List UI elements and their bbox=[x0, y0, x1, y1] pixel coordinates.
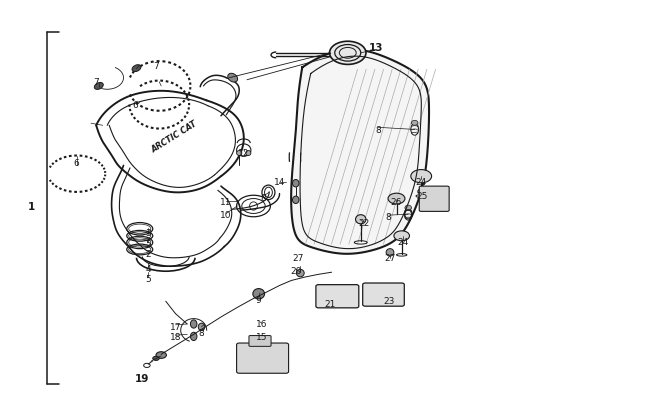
Polygon shape bbox=[291, 50, 429, 254]
FancyBboxPatch shape bbox=[419, 187, 449, 212]
Text: 24: 24 bbox=[397, 237, 409, 246]
Circle shape bbox=[388, 194, 405, 204]
Text: 25: 25 bbox=[417, 192, 428, 201]
Text: 18: 18 bbox=[170, 332, 181, 341]
Text: 10: 10 bbox=[220, 210, 232, 219]
Text: 6: 6 bbox=[74, 159, 79, 168]
Ellipse shape bbox=[296, 270, 304, 277]
Circle shape bbox=[411, 170, 432, 183]
Ellipse shape bbox=[198, 323, 205, 331]
Ellipse shape bbox=[292, 180, 299, 188]
Circle shape bbox=[322, 302, 331, 308]
Text: 24: 24 bbox=[415, 177, 427, 186]
Text: 8: 8 bbox=[261, 194, 266, 203]
Text: 8: 8 bbox=[199, 328, 204, 337]
Ellipse shape bbox=[190, 332, 197, 341]
Text: 8: 8 bbox=[376, 126, 381, 135]
Text: 11: 11 bbox=[220, 198, 232, 207]
Text: 26: 26 bbox=[391, 198, 402, 207]
Text: 4: 4 bbox=[146, 264, 151, 273]
Ellipse shape bbox=[356, 215, 366, 224]
FancyBboxPatch shape bbox=[237, 343, 289, 373]
Text: 1: 1 bbox=[27, 202, 35, 211]
Circle shape bbox=[394, 231, 410, 241]
Text: 3: 3 bbox=[146, 229, 151, 238]
FancyBboxPatch shape bbox=[316, 285, 359, 308]
Text: 21: 21 bbox=[324, 299, 336, 308]
Circle shape bbox=[153, 356, 159, 361]
Ellipse shape bbox=[253, 289, 265, 299]
Circle shape bbox=[330, 42, 366, 65]
Text: 9: 9 bbox=[256, 295, 261, 304]
Text: 23: 23 bbox=[383, 296, 395, 305]
Ellipse shape bbox=[292, 197, 299, 204]
Text: 6: 6 bbox=[133, 101, 138, 110]
Text: 5: 5 bbox=[146, 239, 151, 248]
Ellipse shape bbox=[246, 151, 251, 156]
Ellipse shape bbox=[190, 320, 197, 328]
Circle shape bbox=[244, 361, 253, 367]
Text: 2: 2 bbox=[146, 249, 151, 259]
Text: 20: 20 bbox=[290, 266, 302, 275]
Circle shape bbox=[322, 295, 331, 301]
Ellipse shape bbox=[405, 206, 411, 211]
Text: 12: 12 bbox=[238, 148, 250, 157]
Text: 15: 15 bbox=[255, 332, 267, 341]
Circle shape bbox=[156, 352, 166, 358]
Text: 22: 22 bbox=[358, 218, 370, 228]
Text: 27: 27 bbox=[384, 254, 396, 263]
FancyBboxPatch shape bbox=[249, 336, 271, 347]
Ellipse shape bbox=[411, 121, 418, 126]
Circle shape bbox=[340, 295, 349, 301]
Text: 14: 14 bbox=[274, 177, 285, 186]
Circle shape bbox=[267, 361, 276, 367]
Ellipse shape bbox=[132, 66, 141, 72]
Text: 27: 27 bbox=[292, 254, 304, 263]
Ellipse shape bbox=[227, 74, 238, 83]
Text: 5: 5 bbox=[146, 274, 151, 283]
FancyBboxPatch shape bbox=[363, 283, 404, 306]
Text: 19: 19 bbox=[135, 373, 149, 383]
Text: 17: 17 bbox=[170, 322, 181, 331]
Text: 13: 13 bbox=[369, 43, 383, 52]
Text: ARCTIC CAT: ARCTIC CAT bbox=[150, 119, 199, 155]
Ellipse shape bbox=[237, 151, 242, 156]
Text: 8: 8 bbox=[386, 212, 391, 221]
Circle shape bbox=[255, 360, 265, 366]
Ellipse shape bbox=[94, 83, 103, 90]
Text: 7: 7 bbox=[153, 62, 159, 71]
Circle shape bbox=[387, 294, 396, 299]
Text: 7: 7 bbox=[94, 78, 99, 87]
Circle shape bbox=[369, 294, 378, 299]
Text: 16: 16 bbox=[255, 320, 267, 329]
Ellipse shape bbox=[386, 249, 394, 256]
